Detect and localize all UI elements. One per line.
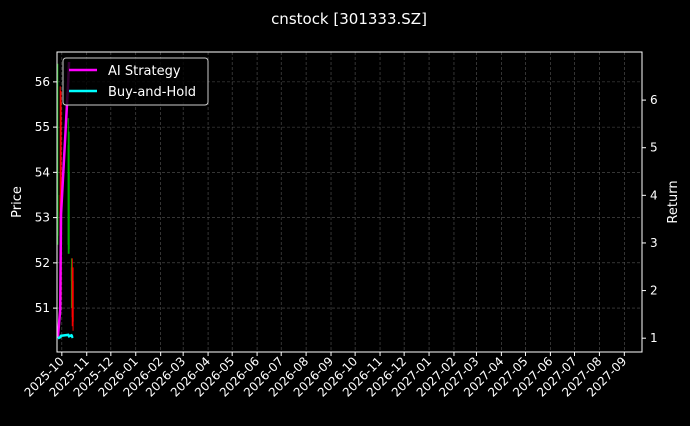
chart-title: cnstock [301333.SZ]	[271, 10, 427, 28]
y2-tick-label: 5	[650, 141, 658, 155]
y-tick-label: 54	[35, 165, 50, 179]
candle-body	[71, 267, 73, 318]
y2-tick-label: 6	[650, 93, 658, 107]
y-tick-label: 55	[35, 120, 50, 134]
y-tick-label: 52	[35, 256, 50, 270]
legend: AI Strategy Buy-and-Hold	[62, 57, 209, 106]
candle-body	[67, 145, 69, 245]
y-axis-label: Price	[10, 186, 25, 218]
y2-tick-label: 1	[650, 331, 658, 345]
candle-body	[68, 172, 70, 250]
candle-body	[72, 280, 74, 322]
candle-body	[57, 194, 59, 236]
y-tick-label: 51	[35, 301, 50, 315]
legend-label-bh: Buy-and-Hold	[108, 85, 196, 100]
y2-tick-label: 2	[650, 284, 658, 298]
candle-body	[70, 267, 73, 281]
buy-and-hold-line	[57, 333, 74, 340]
y2-tick-label: 3	[650, 236, 658, 250]
legend-label-ai: AI Strategy	[108, 64, 181, 79]
y2-axis-label: Return	[666, 180, 681, 223]
y2-tick-label: 4	[650, 188, 658, 202]
y-tick-label: 53	[35, 211, 50, 225]
plot-frame	[56, 51, 643, 353]
y-tick-label: 56	[35, 75, 50, 89]
